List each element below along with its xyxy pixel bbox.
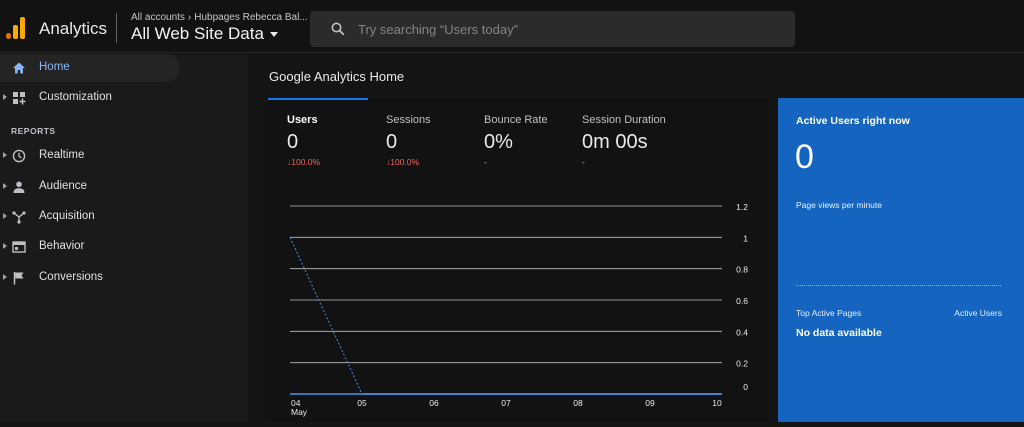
active-users-title: Active Users right now [796,115,910,127]
metric-change: ↓100.0% [287,157,320,167]
property-name: All Web Site Data [131,24,264,43]
metric-change: ↓100.0% [386,157,431,167]
home-icon [12,61,26,75]
app-title: Analytics [39,19,107,39]
no-data-message: No data available [796,327,882,339]
expand-arrow-icon [3,213,7,219]
metric-value: 0 [386,131,431,154]
expand-arrow-icon [3,243,7,249]
property-selector[interactable]: All Web Site Data [131,24,278,44]
behavior-icon [12,240,26,254]
metric-tab-session-duration[interactable]: Session Duration 0m 00s - [582,114,666,167]
clock-icon [12,149,26,163]
metric-tab-bounce-rate[interactable]: Bounce Rate 0% - [484,114,548,167]
expand-arrow-icon [3,183,7,189]
title-underline [268,98,368,100]
sidebar-item-home[interactable]: Home [0,54,180,82]
breadcrumb-root[interactable]: All accounts [131,12,185,23]
sidebar-item-label: Behavior [39,240,84,252]
sidebar-item-label: Acquisition [39,210,95,222]
acquisition-icon [12,210,26,224]
y-tick-label: 0.4 [736,327,748,337]
expand-arrow-icon [3,152,7,158]
x-tick-label: 05 [357,398,367,408]
y-tick-label: 1 [743,233,748,243]
x-tick-label: 07 [501,398,511,408]
metric-value: 0 [287,131,320,154]
metric-change: - [582,157,666,167]
metric-label: Sessions [386,114,431,126]
x-tick-label: 08 [573,398,583,408]
x-tick-label: 10 [712,398,722,408]
metric-label: Users [287,114,320,126]
metric-value: 0m 00s [582,131,666,154]
top-active-pages-header: Top Active Pages [796,308,861,318]
y-tick-label: 1.2 [736,202,748,212]
y-tick-label: 0.2 [736,359,748,369]
x-month-label: May [291,407,308,417]
sidebar-item-conversions[interactable]: Conversions [0,264,180,292]
y-tick-label: 0.8 [736,265,748,275]
series-line-dashed [290,237,362,394]
search-icon [331,22,345,36]
search-input[interactable] [358,19,778,39]
top-bar: Analytics All accounts›Hubpages Rebecca … [0,0,1024,53]
y-tick-label: 0.6 [736,296,748,306]
metric-change: - [484,157,548,167]
caret-down-icon [270,32,278,37]
person-icon [12,180,26,194]
sidebar-item-behavior[interactable]: Behavior [0,233,180,261]
dashboard-icon [12,91,26,105]
sidebar-item-label: Audience [39,180,87,192]
search-bar[interactable] [310,11,795,47]
active-users-value: 0 [795,138,814,177]
metric-tab-sessions[interactable]: Sessions 0 ↓100.0% [386,114,431,167]
sidebar-item-label: Home [39,61,70,73]
y-tick-label: 0 [743,382,748,392]
metric-tab-users[interactable]: Users 0 ↓100.0% [287,114,320,167]
expand-arrow-icon [3,274,7,280]
sidebar-item-audience[interactable]: Audience [0,173,180,201]
breadcrumb-separator-icon: › [188,12,191,23]
sidebar-item-acquisition[interactable]: Acquisition [0,203,180,231]
sidebar-item-customization[interactable]: Customization [0,84,180,112]
reports-section-label: REPORTS [11,126,56,136]
page-title: Google Analytics Home [269,69,404,84]
pageviews-per-minute-label: Page views per minute [796,200,882,210]
metric-label: Bounce Rate [484,114,548,126]
breadcrumb-account[interactable]: Hubpages Rebecca Bal... [194,12,307,23]
x-tick-label: 06 [429,398,439,408]
expand-arrow-icon [3,94,7,100]
x-tick-label: 09 [645,398,655,408]
metric-value: 0% [484,131,548,154]
active-users-card[interactable]: Active Users right now 0 Page views per … [778,98,1024,422]
sidebar: Home Customization REPORTS Realtime Audi… [0,54,248,422]
sidebar-item-realtime[interactable]: Realtime [0,142,180,170]
pageviews-sparkline [796,285,1001,286]
breadcrumb[interactable]: All accounts›Hubpages Rebecca Bal... [131,12,308,23]
sidebar-item-label: Conversions [39,271,103,283]
flag-icon [12,271,26,285]
active-users-header: Active Users [954,308,1002,318]
sidebar-item-label: Realtime [39,149,84,161]
analytics-logo-icon[interactable] [6,17,26,39]
header-divider [116,13,117,43]
sidebar-item-label: Customization [39,91,112,103]
metric-label: Session Duration [582,114,666,126]
